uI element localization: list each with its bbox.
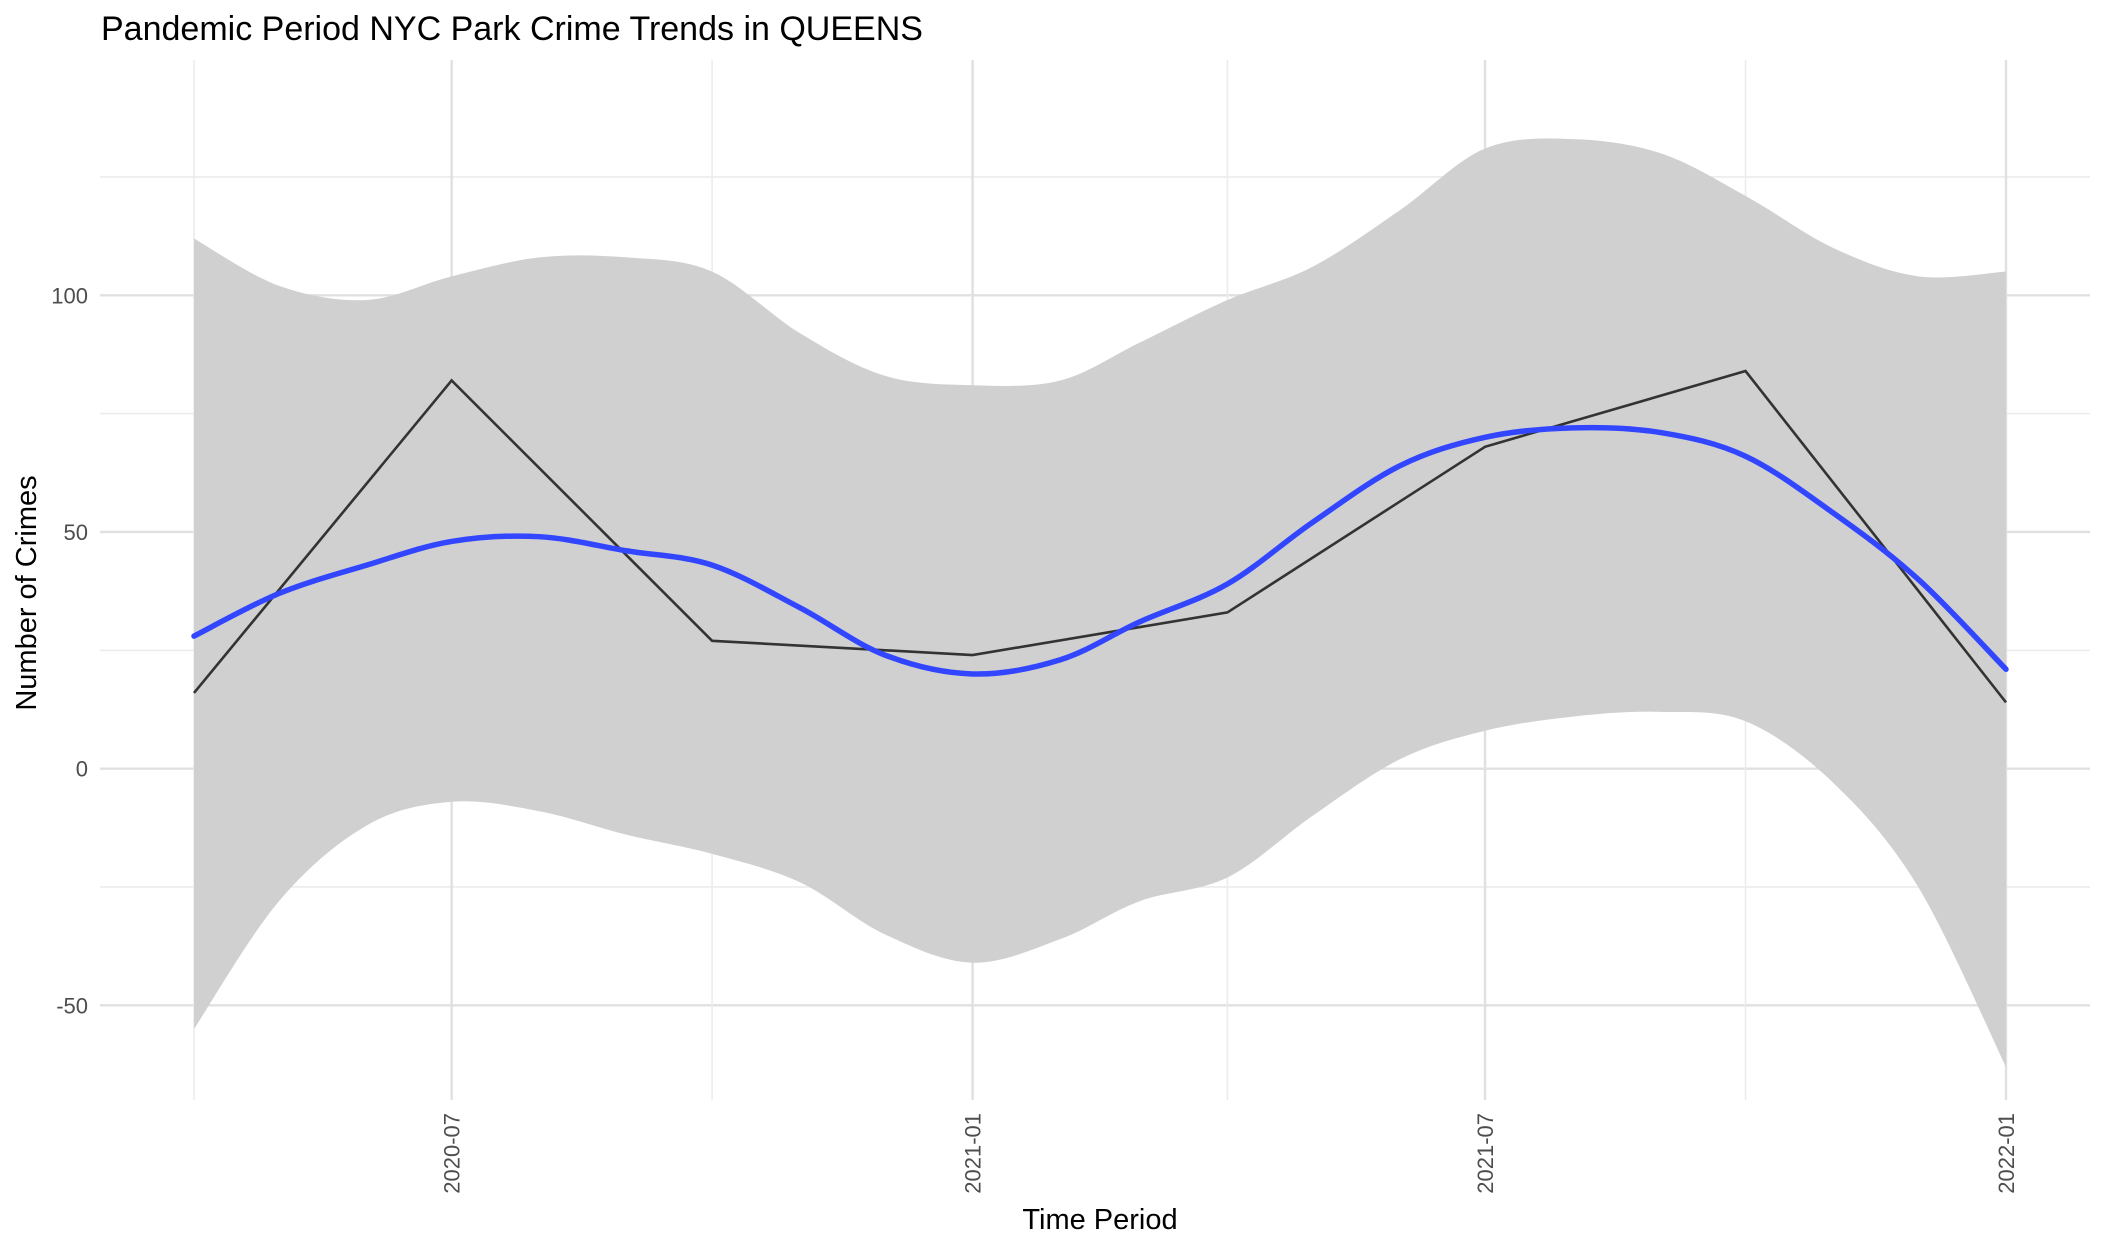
x-tick-label: 2021-07 [1473, 1113, 1498, 1194]
y-tick-label: 100 [51, 283, 88, 308]
y-tick-label: -50 [56, 993, 88, 1018]
chart-title: Pandemic Period NYC Park Crime Trends in… [101, 10, 923, 48]
confidence-band [194, 138, 2006, 1067]
observed-series-line [192, 369, 2008, 704]
y-tick-label: 50 [64, 520, 88, 545]
y-axis-ticks: -50 0 50 100 [51, 283, 88, 1018]
smooth-fit-line [191, 424, 2009, 677]
y-tick-label: 0 [76, 757, 88, 782]
x-tick-label: 2021-01 [961, 1113, 986, 1194]
x-axis-title: Time Period [1022, 1204, 1177, 1236]
x-axis-ticks: 2020-07 2021-01 2021-07 2022-01 [440, 1113, 2019, 1194]
x-tick-label: 2022-01 [1994, 1113, 2019, 1194]
x-tick-label: 2020-07 [440, 1113, 465, 1194]
y-axis-title: Number of Crimes [11, 475, 43, 710]
